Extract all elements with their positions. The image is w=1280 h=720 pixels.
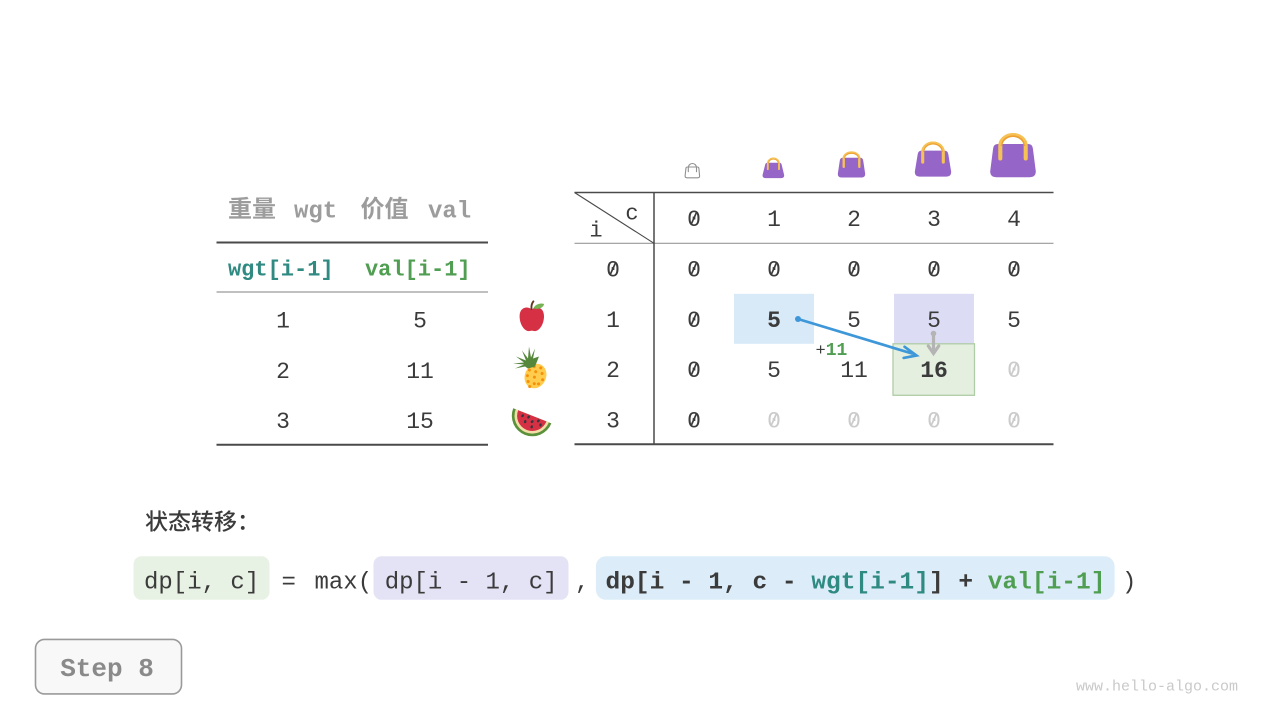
svg-text:0: 0 [927, 408, 941, 434]
svg-text:4: 4 [1007, 207, 1021, 233]
svg-text:c: c [625, 202, 638, 227]
svg-text:0: 0 [847, 258, 861, 284]
svg-text:0: 0 [1007, 258, 1021, 284]
svg-text:2: 2 [276, 359, 290, 385]
svg-text:=: = [282, 570, 296, 597]
svg-text:max(: max( [315, 570, 373, 597]
svg-text:15: 15 [406, 409, 434, 435]
svg-text:2: 2 [847, 207, 861, 233]
svg-text:val[i-1]: val[i-1] [365, 257, 471, 282]
svg-text:5: 5 [767, 308, 781, 334]
svg-text:,: , [575, 570, 589, 597]
svg-text:16: 16 [920, 358, 948, 384]
svg-text:wgt: wgt [294, 199, 337, 226]
svg-text:3: 3 [276, 409, 290, 435]
svg-text:0: 0 [687, 258, 701, 284]
svg-text:0: 0 [847, 408, 861, 434]
svg-text:val: val [428, 199, 471, 226]
svg-text:1: 1 [276, 309, 290, 335]
svg-text:0: 0 [767, 408, 781, 434]
svg-text:5: 5 [767, 358, 781, 384]
svg-text:5: 5 [413, 309, 427, 335]
svg-text:0: 0 [927, 258, 941, 284]
svg-text:dp[i, c]: dp[i, c] [144, 570, 259, 597]
svg-text:0: 0 [1007, 358, 1021, 384]
svg-text:0: 0 [687, 308, 701, 334]
svg-text:+11: +11 [816, 341, 848, 361]
svg-text:5: 5 [1007, 308, 1021, 334]
svg-text:2: 2 [606, 358, 620, 384]
svg-text:5: 5 [847, 308, 861, 334]
svg-text:0: 0 [687, 408, 701, 434]
svg-text:11: 11 [840, 358, 868, 384]
svg-text:dp[i - 1, c]: dp[i - 1, c] [385, 570, 558, 597]
svg-text:dp[i - 1, c - wgt[i-1]] + val[: dp[i - 1, c - wgt[i-1]] + val[i-1] [606, 570, 1106, 597]
svg-text:0: 0 [1007, 408, 1021, 434]
svg-text:3: 3 [606, 408, 620, 434]
svg-text:11: 11 [406, 359, 434, 385]
svg-text:0: 0 [687, 358, 701, 384]
svg-text:wgt[i-1]: wgt[i-1] [228, 257, 334, 282]
svg-text:0: 0 [606, 258, 620, 284]
svg-text:1: 1 [606, 308, 620, 334]
svg-text:www.hello-algo.com: www.hello-algo.com [1076, 679, 1238, 696]
svg-text:i: i [589, 219, 602, 244]
svg-text:0: 0 [767, 258, 781, 284]
svg-text:5: 5 [927, 308, 941, 334]
svg-text:3: 3 [927, 207, 941, 233]
svg-text:1: 1 [767, 207, 781, 233]
svg-text:0: 0 [687, 207, 701, 233]
svg-text:): ) [1122, 570, 1136, 597]
svg-text:Step 8: Step 8 [60, 654, 154, 684]
